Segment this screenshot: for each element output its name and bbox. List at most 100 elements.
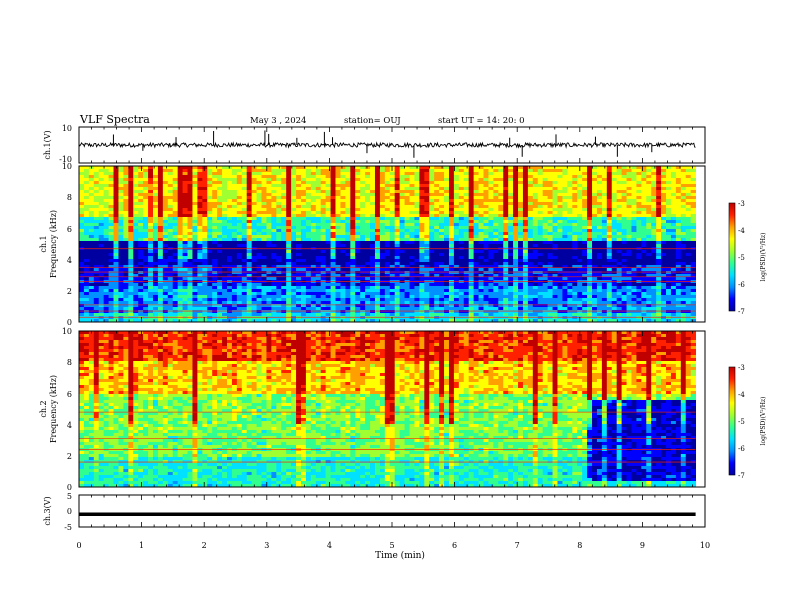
spectrogram-cell <box>582 250 588 254</box>
spectrogram-cell <box>370 253 376 257</box>
spectrogram-cell <box>542 241 549 245</box>
spectrogram-cell <box>646 184 652 188</box>
spectrogram-cell <box>256 277 262 281</box>
spectrogram-cell <box>222 235 228 239</box>
spectrogram-cell <box>414 217 420 221</box>
spectrogram-cell <box>123 262 129 266</box>
spectrogram-cell <box>631 178 637 182</box>
spectrogram-cell <box>587 199 593 203</box>
spectrogram-cell <box>656 244 662 248</box>
spectrogram-cell <box>296 235 302 239</box>
spectrogram-cell <box>399 223 405 227</box>
spectrogram-cell <box>320 283 327 287</box>
spectrogram-cell <box>207 184 213 188</box>
spectrogram-cell <box>271 256 277 260</box>
spectrogram-cell <box>315 274 322 278</box>
spectrogram-cell <box>483 265 489 269</box>
spectrogram-cell <box>429 214 435 218</box>
spectrogram-cell <box>335 166 341 170</box>
spectrogram-cell <box>93 232 100 236</box>
spectrogram-cell <box>522 217 529 221</box>
spectrogram-cell <box>582 226 588 230</box>
spectrogram-cell <box>552 253 558 257</box>
spectrogram-cell <box>399 274 405 278</box>
spectrogram-cell <box>670 202 677 206</box>
spectrogram-cell <box>542 274 549 278</box>
spectrogram-cell <box>365 274 371 278</box>
spectrogram-cell <box>424 181 430 185</box>
spectrogram-cell <box>138 208 144 212</box>
spectrogram-cell <box>350 184 356 188</box>
spectrogram-cell <box>103 283 109 287</box>
spectrogram-cell <box>79 262 85 266</box>
spectrogram-cell <box>468 229 475 233</box>
spectrogram-cell <box>370 274 376 278</box>
spectrogram-cell <box>374 190 381 194</box>
spectrogram-cell <box>241 196 248 200</box>
spectrogram-cell <box>246 217 253 221</box>
spectrogram-cell <box>167 223 174 227</box>
spectrogram-cell <box>666 196 672 200</box>
spectrogram-cell <box>138 196 144 200</box>
spectrogram-cell <box>103 217 109 221</box>
spectrogram-cell <box>226 214 233 218</box>
spectrogram-cell <box>182 229 188 233</box>
spectrogram-cell <box>478 244 484 248</box>
spectrogram-cell <box>138 277 144 281</box>
spectrogram-cell <box>241 181 248 185</box>
spectrogram-cell <box>522 184 529 188</box>
spectrogram-cell <box>157 220 164 224</box>
spectrogram-cell <box>473 211 479 215</box>
spectrogram-cell <box>217 262 223 266</box>
spectrogram-cell <box>192 211 198 215</box>
spectrogram-cell <box>241 244 248 248</box>
spectrogram-cell <box>631 196 637 200</box>
spectrogram-cell <box>621 232 627 236</box>
spectrogram-cell <box>661 181 667 185</box>
spectrogram-cell <box>138 253 144 257</box>
spectrogram-cell <box>557 229 563 233</box>
spectrogram-cell <box>340 172 346 176</box>
spectrogram-cell <box>596 220 603 224</box>
spectrogram-cell <box>666 220 672 224</box>
spectrogram-cell <box>360 205 366 209</box>
spectrogram-cell <box>557 208 563 212</box>
spectrogram-cell <box>138 268 144 272</box>
spectrogram-cell <box>670 217 677 221</box>
spectrogram-cell <box>611 166 618 170</box>
spectrogram-cell <box>345 208 351 212</box>
spectrogram-cell <box>291 226 297 230</box>
spectrogram-cell <box>236 235 243 239</box>
spectrogram-cell <box>276 181 282 185</box>
spectrogram-cell <box>320 208 327 212</box>
spectrogram-cell <box>271 196 277 200</box>
spectrogram-cell <box>562 169 568 173</box>
spectrogram-cell <box>286 184 292 188</box>
spectrogram-cell <box>128 208 134 212</box>
spectrogram-cell <box>123 211 129 215</box>
spectrogram-cell <box>79 208 85 212</box>
spectrogram-cell <box>266 208 272 212</box>
spectrogram-cell <box>291 223 297 227</box>
spectrogram-cell <box>113 283 119 287</box>
spectrogram-cell <box>315 235 322 239</box>
spectrogram-cell <box>636 196 642 200</box>
spectrogram-cell <box>596 193 603 197</box>
spectrogram-cell <box>680 193 687 197</box>
spectrogram-cell <box>360 211 366 215</box>
spectrogram-cell <box>429 232 435 236</box>
spectrogram-cell <box>197 211 203 215</box>
spectrogram-cell <box>473 238 479 242</box>
spectrogram-cell <box>305 271 312 275</box>
spectrogram-cell <box>661 262 667 266</box>
spectrogram-cell <box>458 241 465 245</box>
spectrogram-cell <box>453 196 460 200</box>
spectrogram-cell <box>103 277 109 281</box>
spectrogram-cell <box>335 277 341 281</box>
spectrogram-cell <box>503 262 509 266</box>
spectrogram-cell <box>296 205 302 209</box>
spectrogram-cell <box>503 256 509 260</box>
spectrogram-cell <box>611 202 618 206</box>
spectrogram-cell <box>143 178 149 182</box>
spectrogram-cell <box>587 178 593 182</box>
